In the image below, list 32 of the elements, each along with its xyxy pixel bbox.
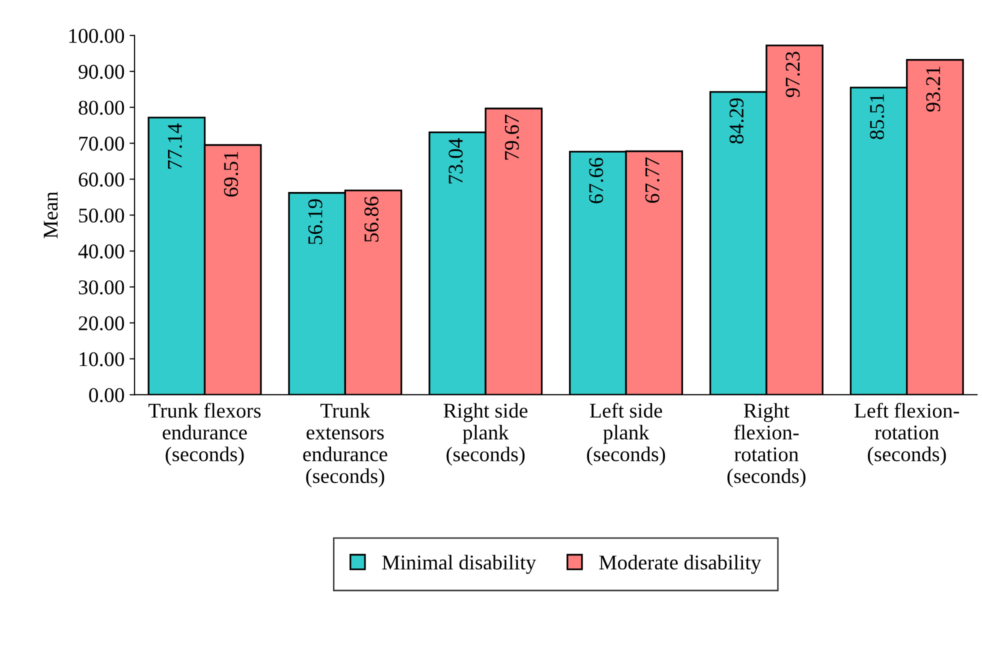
y-tick-label: 100.00 <box>69 28 124 43</box>
y-tick-label: 70.00 <box>79 136 124 151</box>
y-tick-label: 80.00 <box>78 100 124 115</box>
legend-label: Minimal disability <box>382 554 536 574</box>
x-tick-label: Trunk extensors endurance (seconds) <box>303 403 388 488</box>
data-label: 56.86 <box>364 196 379 242</box>
data-label: 67.66 <box>589 158 604 204</box>
x-tick-label: Left flexion- rotation (seconds) <box>854 402 960 466</box>
y-tick-label: 10.00 <box>80 352 124 366</box>
data-label: 77.14 <box>168 123 182 169</box>
x-tick-label: Right flexion- rotation (seconds) <box>727 403 806 488</box>
data-label: 69.51 <box>224 152 238 197</box>
y-tick-label: 60.00 <box>78 172 124 187</box>
x-tick-label: Trunk flexors endurance (seconds) <box>148 402 261 466</box>
data-label: 73.04 <box>448 138 463 184</box>
y-tick-label: 0.00 <box>89 388 124 402</box>
y-tick-label: 50.00 <box>79 208 124 223</box>
x-tick-label: Right side plank (seconds) <box>444 403 528 466</box>
legend-label: Moderate disability <box>599 554 762 574</box>
y-tick-label: 30.00 <box>78 280 124 294</box>
data-label: 93.21 <box>926 66 940 112</box>
data-label: 79.67 <box>504 114 519 160</box>
data-label: 85.51 <box>870 94 884 140</box>
y-tick-label: 90.00 <box>78 64 124 79</box>
data-label: 97.23 <box>786 52 800 98</box>
y-tick-label: 20.00 <box>78 316 124 330</box>
y-tick-label: 40.00 <box>78 244 124 259</box>
data-label: 84.29 <box>730 98 744 144</box>
data-label: 67.77 <box>645 157 660 203</box>
x-tick-label: Left side plank (seconds) <box>587 402 666 466</box>
data-label: 56.19 <box>308 199 322 244</box>
y-axis-title: Mean <box>44 192 58 238</box>
